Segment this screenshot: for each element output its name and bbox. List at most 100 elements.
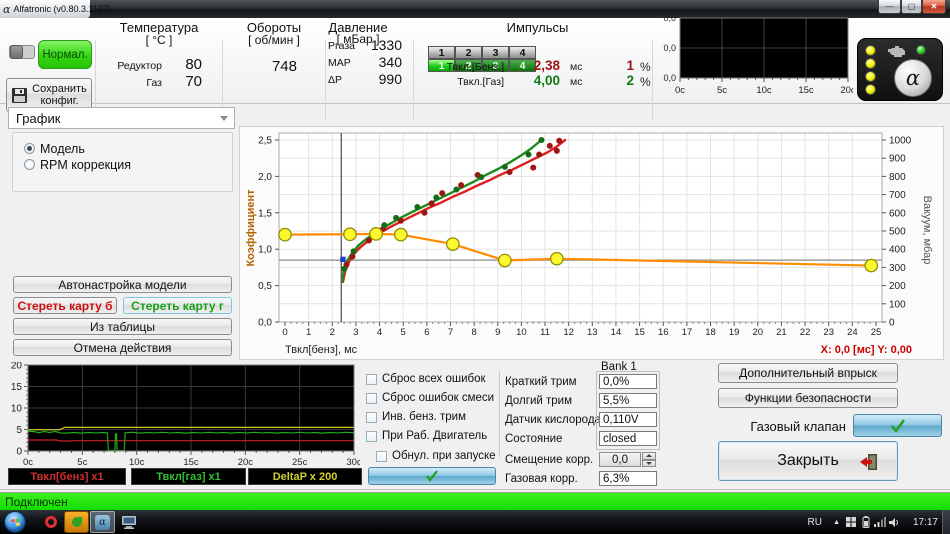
checkbox-icon[interactable] [366,411,377,423]
main-chart[interactable]: 0 1 2 3 4 5 6 7 8 9 10 11 12 13 14 15 16 17 18 19 20 21 22 23 24… [239,127,944,360]
led-yellow-2 [865,58,876,69]
offset-corr-label: Смещение корр. [505,454,594,466]
svg-text:0c: 0c [23,457,33,465]
checkbox-icon[interactable] [366,373,377,385]
from-table-button[interactable]: Из таблицы [13,318,232,335]
view-select-value: График [16,110,61,126]
tray-expand-icon[interactable]: ▲ [833,518,840,526]
svg-text:600: 600 [889,208,906,219]
svg-text:1,0: 1,0 [258,245,272,256]
checkbox-icon[interactable] [366,430,377,442]
header-separator [413,40,414,120]
svg-text:5: 5 [16,425,22,436]
state-value: closed [599,431,657,446]
gas-trim-percent: 2 [626,73,634,88]
checkbox-reset-all-errors[interactable]: Сброс всех ошибок [366,373,486,385]
erase-petrol-map-button[interactable]: Стереть карту б [13,297,117,314]
svg-text:800: 800 [889,172,906,183]
svg-text:5: 5 [401,327,406,338]
taskbar-opera-icon[interactable] [38,511,63,533]
svg-text:100: 100 [889,299,906,310]
svg-text:0c: 0c [675,85,685,96]
language-indicator[interactable]: RU [807,516,822,528]
taskbar-alfatronic-icon[interactable]: α [90,511,115,533]
tray-network-icon[interactable] [874,510,886,534]
autotune-model-button[interactable]: Автонастройка модели [13,276,232,293]
show-desktop-button[interactable] [942,510,950,534]
radio-model-label[interactable]: Модель [40,142,85,156]
temperature-title: Температура [119,20,199,35]
rpm-value: 748 [271,58,297,75]
erase-gas-map-button[interactable]: Стереть карту г [123,297,232,314]
radio-model[interactable] [24,143,35,154]
undo-action-button[interactable]: Отмена действия [13,339,232,356]
tray-volume-icon[interactable] [889,510,900,534]
checkbox-reset-mixture-errors[interactable]: Сброс ошибок смеси [366,392,494,404]
map-label: MAP [328,57,351,69]
svg-text:5c: 5c [77,457,87,465]
checkbox-engine-running[interactable]: При Раб. Двигатель [366,430,487,442]
toggle-knob[interactable] [10,45,23,59]
petrol-inj-label: Твкл.[Бенз.] [446,61,504,73]
gas-valve-button[interactable] [853,414,942,437]
normal-mode-toggle[interactable] [9,45,35,59]
tray-window-icon[interactable] [846,510,856,534]
start-button[interactable] [4,511,26,533]
apply-button[interactable] [368,467,496,485]
view-select-dropdown[interactable]: График [8,107,235,129]
normal-button[interactable]: Нормал. [38,40,92,69]
cylinder-gas-2: 2 [455,59,482,72]
tray-battery-icon[interactable] [862,510,870,534]
checkbox-icon[interactable] [376,450,387,462]
spin-down-icon[interactable] [642,459,656,467]
long-trim-label: Долгий трим [505,395,573,407]
state-label: Состояние [505,433,563,445]
radio-rpm-label[interactable]: RPM коррекция [40,158,132,172]
svg-text:0,0: 0,0 [663,43,676,53]
gas-valve-label: Газовый клапан [750,419,846,434]
checkbox-icon[interactable] [366,392,377,404]
taskbar-explorer-icon[interactable] [116,511,141,533]
svg-text:16: 16 [658,327,669,338]
petrol-percent-sign: % [640,60,651,74]
svg-text:900: 900 [889,154,906,165]
safety-functions-button[interactable]: Функции безопасности [718,388,898,408]
close-icon: ✕ [930,1,938,11]
svg-text:0,0: 0,0 [663,13,676,23]
offset-corr-input[interactable]: 0,0 [599,452,641,467]
svg-text:700: 700 [889,190,906,201]
maximize-button[interactable]: ▢ [901,0,922,14]
svg-text:13: 13 [587,327,598,338]
svg-text:0: 0 [282,327,287,338]
pressure-unit: [ мБар ] [336,32,380,46]
spin-up-icon[interactable] [642,452,656,460]
svg-text:30c: 30c [346,457,360,465]
close-app-button[interactable]: Закрыть [718,441,898,481]
offset-corr-spinner[interactable] [642,452,656,467]
exit-door-icon [860,454,877,470]
svg-text:300: 300 [889,263,906,274]
svg-text:25c: 25c [292,457,308,465]
checkbox-zero-on-start[interactable]: Обнул. при запуске [376,450,496,462]
checkbox-invert-petrol-trim[interactable]: Инв. бенз. трим [366,411,466,423]
extra-injection-button[interactable]: Дополнительный впрыск [718,363,898,383]
gas-corr-label: Газовая корр. [505,473,578,485]
svg-text:10c: 10c [756,85,772,96]
cylinder-gas-4: 4 [509,59,536,72]
close-button[interactable]: ✕ [922,0,946,14]
svg-text:400: 400 [889,245,906,256]
taskbar-app-icon[interactable] [64,511,89,533]
scope-chart: 0 5 10 15 20 0c 5c 10c 15c 20c 25c 30c [11,362,360,465]
cylinder-top-1: 1 [428,46,455,59]
save-config-button[interactable]: Сохранить конфиг. [6,78,92,112]
column-separator [499,371,500,457]
alfatronic-logo: α [894,59,932,97]
svg-text:7: 7 [448,327,453,338]
svg-text:2,0: 2,0 [258,172,272,183]
radio-rpm-correction[interactable] [24,159,35,170]
minimize-button[interactable]: — [878,0,901,14]
svg-text:23: 23 [823,327,834,338]
led-green [916,45,926,55]
clock[interactable]: 17:17 [912,516,938,528]
oxygen-sensor-label: Датчик кислорода [505,414,601,426]
